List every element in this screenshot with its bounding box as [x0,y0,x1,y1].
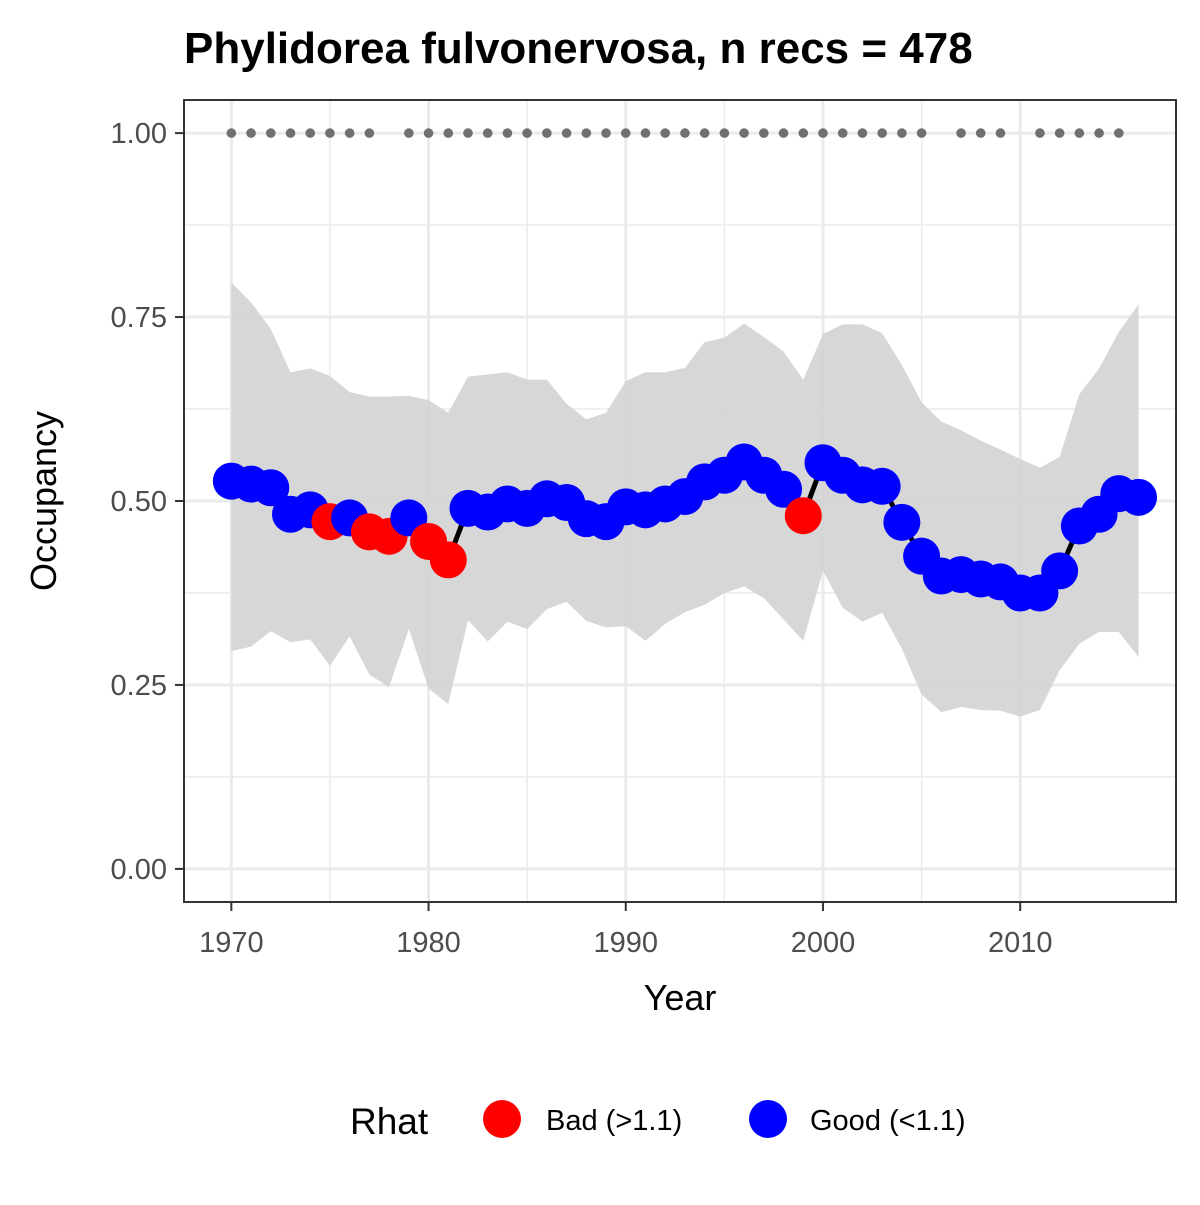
x-tick-label: 1990 [594,927,659,959]
record-year-dot [265,128,276,138]
record-year-dot [897,128,907,138]
record-year-dot [995,128,1006,138]
x-axis-title: Year [644,977,717,1018]
chart-title: Phylidorea fulvonervosa, n recs = 478 [184,24,973,73]
legend-label-bad: Bad (>1.1) [546,1105,682,1137]
record-year-dot [404,128,414,138]
y-axis: 0.00 0.25 0.50 0.75 1.00 [111,118,184,886]
record-year-dot [699,128,710,138]
legend: Rhat Bad (>1.1) Good (<1.1) [350,1100,966,1142]
point-good-rhat [252,469,290,507]
y-axis-title: Occupancy [23,411,64,591]
record-year-dot [463,128,473,138]
record-year-dot [719,128,730,138]
point-bad-rhat [784,497,822,535]
record-year-dot [640,128,651,138]
legend-key-bad [483,1100,521,1138]
x-tick-label: 1970 [199,927,264,959]
record-year-dot [1074,128,1085,138]
record-year-dot [857,128,868,138]
point-good-rhat [883,503,921,541]
record-year-dot [739,128,749,138]
legend-key-good [749,1100,787,1138]
record-year-dot [1035,128,1045,138]
record-year-dots [226,128,1124,138]
record-year-dot [975,128,986,138]
x-axis: 1970 1980 1990 2000 2010 [199,902,1052,959]
point-good-rhat [1120,478,1158,516]
record-year-dot [956,128,966,138]
record-year-dot [482,128,493,138]
record-year-dot [305,128,316,138]
record-year-dot [226,128,237,138]
x-tick-label: 2000 [791,927,856,959]
y-tick-label: 0.00 [111,854,167,886]
record-year-dot [285,128,296,138]
record-year-dot [660,128,671,138]
y-tick-label: 0.75 [111,302,167,334]
record-year-dot [522,128,532,138]
x-tick-label: 1980 [396,927,461,959]
record-year-dot [798,128,809,138]
record-year-dot [1094,128,1104,138]
record-year-dot [759,128,769,138]
record-year-dot [581,128,592,138]
record-year-dot [443,128,454,138]
y-tick-label: 0.50 [111,486,167,518]
y-tick-label: 0.25 [111,670,167,702]
record-year-dot [601,128,611,138]
record-year-dot [680,128,690,138]
legend-title: Rhat [350,1101,429,1142]
x-tick-label: 2010 [988,927,1053,959]
record-year-dot [542,128,552,138]
record-year-dot [344,128,355,138]
record-year-dot [423,128,434,138]
record-year-dot [778,128,789,138]
record-year-dot [325,128,335,138]
point-good-rhat [1041,552,1079,590]
record-year-dot [561,128,572,138]
record-year-dot [246,128,256,138]
record-year-dot [620,128,631,138]
record-year-dot [1054,128,1065,138]
record-year-dot [818,128,828,138]
y-tick-label: 1.00 [111,118,167,150]
occupancy-points [212,443,1158,612]
point-good-rhat [765,470,803,508]
record-year-dot [1114,128,1124,138]
record-year-dot [877,128,887,138]
record-year-dot [502,128,513,138]
legend-label-good: Good (<1.1) [810,1105,966,1137]
record-year-dot [837,128,848,138]
record-year-dot [916,128,927,138]
record-year-dot [364,128,375,138]
point-bad-rhat [429,541,467,579]
point-good-rhat [863,467,901,505]
